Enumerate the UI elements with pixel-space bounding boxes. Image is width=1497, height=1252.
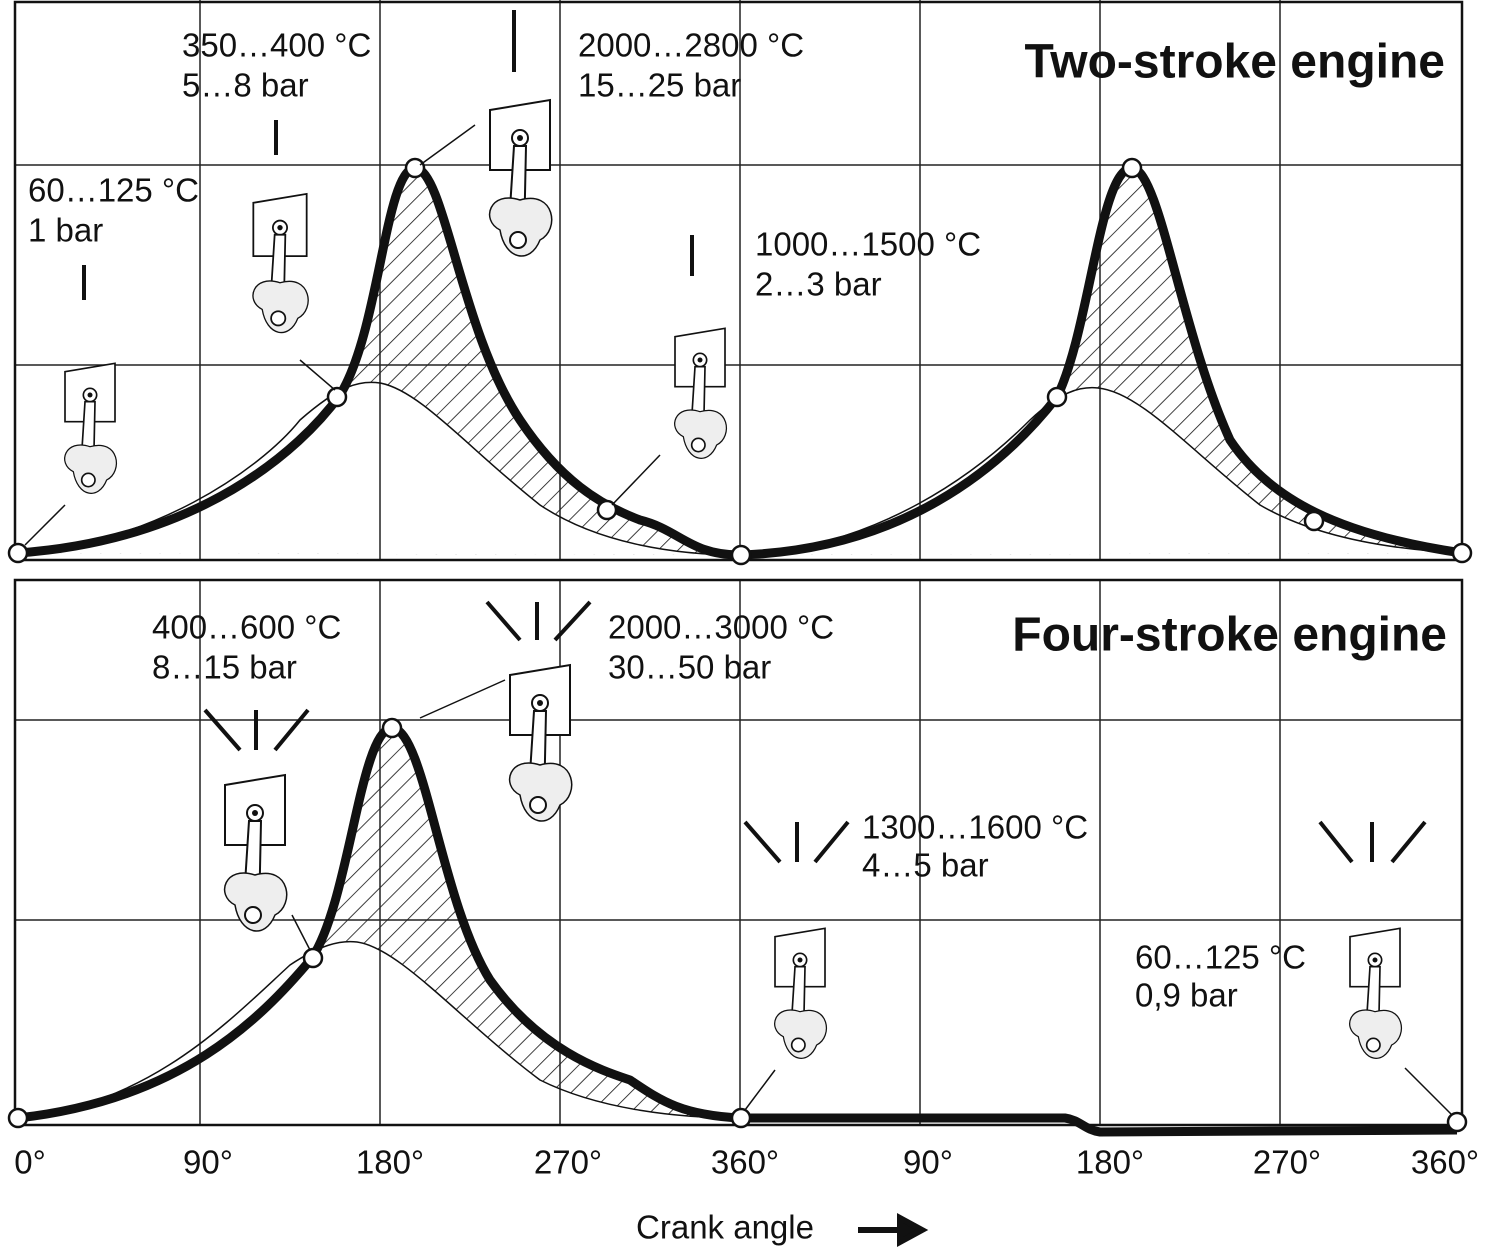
piston — [510, 665, 572, 821]
temperature: 1300…1600 °C — [862, 809, 1088, 846]
pressure: 30…50 bar — [608, 649, 771, 686]
piston — [675, 328, 727, 458]
temperature: 60…125 °C — [28, 172, 199, 209]
pressure: 8…15 bar — [152, 649, 297, 686]
piston — [253, 194, 308, 333]
pressure: 5…8 bar — [182, 67, 309, 104]
x-tick-label: 180° — [1076, 1144, 1144, 1181]
pressure: 1 bar — [28, 212, 103, 249]
x-tick-label: 180° — [356, 1144, 424, 1181]
pressure: 2…3 bar — [755, 266, 882, 303]
piston — [490, 100, 552, 256]
temperature: 1000…1500 °C — [755, 226, 981, 263]
pressure: 0,9 bar — [1135, 977, 1238, 1014]
temperature: 2000…2800 °C — [578, 27, 804, 64]
engine-diagram: Two-stroke engine 350…400 °C 5…8 bar 200… — [0, 0, 1497, 1252]
piston — [225, 775, 287, 931]
x-tick-label: 360° — [1411, 1144, 1479, 1181]
temperature: 60…125 °C — [1135, 939, 1306, 976]
temperature: 350…400 °C — [182, 27, 371, 64]
temperature: 400…600 °C — [152, 609, 341, 646]
x-axis-ticks: 0° 90° 180° 270° 360° 90° 180° 270° 360° — [14, 1144, 1479, 1181]
x-axis-label: Crank angle — [636, 1209, 814, 1246]
x-tick-label: 90° — [903, 1144, 953, 1181]
x-tick-label: 270° — [1253, 1144, 1321, 1181]
panel-title: Four-stroke engine — [1012, 609, 1447, 662]
temperature: 2000…3000 °C — [608, 609, 834, 646]
x-tick-label: 90° — [183, 1144, 233, 1181]
pressure: 15…25 bar — [578, 67, 741, 104]
piston — [65, 363, 117, 493]
x-tick-label: 0° — [14, 1144, 46, 1181]
piston — [775, 928, 827, 1058]
axis-arrow — [858, 1218, 922, 1242]
panel-title: Two-stroke engine — [1025, 36, 1446, 89]
piston — [1350, 928, 1402, 1058]
pressure: 4…5 bar — [862, 847, 989, 884]
x-tick-label: 360° — [711, 1144, 779, 1181]
x-tick-label: 270° — [534, 1144, 602, 1181]
